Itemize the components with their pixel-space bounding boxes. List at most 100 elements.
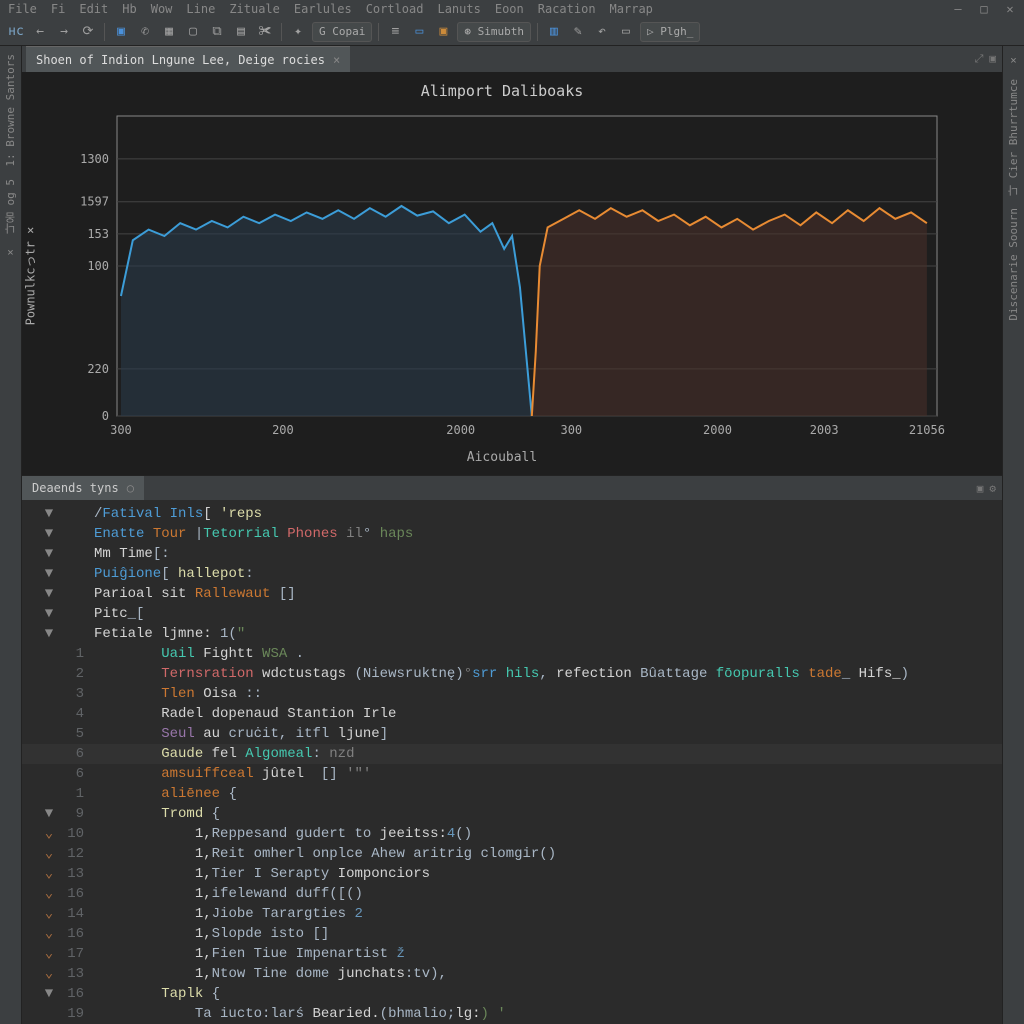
svg-text:200: 200 — [272, 423, 294, 437]
menu-item[interactable]: Zituale — [229, 2, 280, 16]
menu-item[interactable]: Edit — [79, 2, 108, 16]
gutter-tab[interactable]: × — [1007, 54, 1020, 67]
back-icon[interactable]: ← — [30, 22, 50, 42]
code-line: ▼16 Taplk { — [22, 984, 1002, 1004]
tab-tool-icon[interactable]: ▣ — [977, 482, 984, 495]
menu-item[interactable]: Fi — [51, 2, 65, 16]
window-button[interactable]: ✕ — [1004, 2, 1016, 16]
grid-icon[interactable]: ▦ — [159, 22, 179, 42]
code-line: ⌄16 1,ifelewand duff([() — [22, 884, 1002, 904]
svg-text:21056: 21056 — [909, 423, 945, 437]
code-line: 1 Uail Fightt WSA . — [22, 644, 1002, 664]
code-line: ▼Pitc_[ — [22, 604, 1002, 624]
code-line: ▼9 Tromd { — [22, 804, 1002, 824]
menu-item[interactable]: Eoon — [495, 2, 524, 16]
menu-item[interactable]: Cortload — [366, 2, 424, 16]
menu-item[interactable]: Line — [186, 2, 215, 16]
tab-label: Shoen of Indion Lngune Lee, Deige rocies — [36, 53, 325, 67]
editor-tab[interactable]: Shoen of Indion Lngune Lee, Deige rocies… — [26, 46, 350, 72]
close-icon[interactable]: × — [333, 53, 340, 67]
menu-item[interactable]: Lanuts — [437, 2, 480, 16]
box-icon[interactable]: ▣ — [433, 22, 453, 42]
window-button[interactable]: – — [952, 2, 964, 16]
svg-text:0: 0 — [102, 409, 109, 423]
svg-text:2000: 2000 — [703, 423, 732, 437]
code-line: ▼Mm Time[: — [22, 544, 1002, 564]
code-line: 6 amsuiffceal jûtel [] '"' — [22, 764, 1002, 784]
chart-title: Alimport Daliboaks — [32, 82, 972, 100]
forward-icon[interactable]: → — [54, 22, 74, 42]
cut-icon[interactable]: ✀ — [255, 22, 275, 42]
copy-icon[interactable]: ⧉ — [207, 22, 227, 42]
list-icon[interactable]: ≡ — [385, 22, 405, 42]
x-axis-label: Aicouball — [32, 450, 972, 465]
toolbar-field[interactable]: G Copai — [312, 22, 372, 42]
toolbar: нc←→⟳▣✆▦▢⧉▤✀✦G Copai≡▭▣⊛ Simubth▥✎↶▭▷ Pl… — [0, 18, 1024, 46]
code-line: ⌄16 1,Slopde isto [] — [22, 924, 1002, 944]
left-gutter: 1: Browne Santors 나옴 og 5 × — [0, 46, 22, 1024]
gutter-tab[interactable]: Discenarie Soourn — [1007, 208, 1020, 321]
code-line: 6 Gaude fel Algomeal: nzd — [22, 744, 1002, 764]
gutter-tab[interactable]: 나옴 og 5 — [3, 179, 19, 234]
menu-item[interactable]: Racation — [538, 2, 596, 16]
gutter-tab[interactable]: 1: Browne Santors — [4, 54, 17, 167]
gutter-tab[interactable]: 나 Cier Bhurrtumce — [1006, 79, 1022, 196]
tab-tool-icon[interactable]: ⚙ — [989, 482, 996, 495]
code-line: ▼Enatte Tour |Tetorrial Phones il° haps — [22, 524, 1002, 544]
doc-icon[interactable]: ▤ — [231, 22, 251, 42]
menu-item[interactable]: File — [8, 2, 37, 16]
code-line: ⌄10 1,Reppesand gudert to jeeitss:4() — [22, 824, 1002, 844]
editor-tabbar: Shoen of Indion Lngune Lee, Deige rocies… — [22, 46, 1002, 72]
code-line: ▼Parioal sit Rallewaut [] — [22, 584, 1002, 604]
code-line: ⌄14 1,Jiobe Tarargties 2 — [22, 904, 1002, 924]
chart-panel: Alimport Daliboaks Pownulkcっtr × 0 220 100… — [22, 72, 1002, 475]
menu-item[interactable]: Earlules — [294, 2, 352, 16]
right-gutter: × 나 Cier Bhurrtumce Discenarie Soourn — [1002, 46, 1024, 1024]
refresh-icon[interactable]: ⟳ — [78, 22, 98, 42]
code-line: ⌄13 1,Tier I Serapty Iomponciors — [22, 864, 1002, 884]
gutter-tab[interactable]: × — [4, 246, 17, 259]
phone-icon[interactable]: ✆ — [135, 22, 155, 42]
svg-text:1300: 1300 — [80, 152, 109, 166]
svg-text:2000: 2000 — [446, 423, 475, 437]
tab-tool-icon[interactable]: ⤢ — [975, 52, 984, 66]
window-button[interactable]: □ — [978, 2, 990, 16]
y-axis-label: Pownulkcっtr × — [22, 227, 39, 326]
tab-label: Deaends tyns — [32, 481, 119, 495]
code-line: ▼/Fatival Inls[ 'reps — [22, 504, 1002, 524]
page-icon[interactable]: ▢ — [183, 22, 203, 42]
code-line: ⌄12 1,Reit omherl onplce Ahew aritrig cl… — [22, 844, 1002, 864]
menu-item[interactable]: Wow — [151, 2, 173, 16]
code-line: 4 Radel dopenaud Stantion Irle — [22, 704, 1002, 724]
code-area[interactable]: ▼/Fatival Inls[ 'reps▼Enatte Tour |Tetor… — [22, 500, 1002, 1024]
svg-text:220: 220 — [87, 362, 109, 376]
menubar: File Fi Edit Hb Wow Line Zituale Earlules Cortlo… — [0, 0, 1024, 18]
wand-icon[interactable]: ✦ — [288, 22, 308, 42]
code-line: 5 Seul au cruċit, itfl ljune] — [22, 724, 1002, 744]
menu-item[interactable]: Marrap — [610, 2, 653, 16]
toolbar-field[interactable]: ▷ Plgh_ — [640, 22, 700, 42]
tool-icon[interactable]: ▭ — [616, 22, 636, 42]
brush-icon[interactable]: ✎ — [568, 22, 588, 42]
bottom-tab[interactable]: Deaends tyns ○ — [22, 476, 144, 500]
close-icon[interactable]: ○ — [127, 481, 134, 495]
panel-icon[interactable]: ▥ — [544, 22, 564, 42]
folder-icon[interactable]: ▭ — [409, 22, 429, 42]
undo2-icon[interactable]: ↶ — [592, 22, 612, 42]
code-line: ▼Fetiale ljmne: 1(" — [22, 624, 1002, 644]
svg-text:100: 100 — [87, 259, 109, 273]
save-icon[interactable]: ▣ — [111, 22, 131, 42]
code-line: ⌄17 1,Fien Tiue Impenartist ž — [22, 944, 1002, 964]
svg-text:300: 300 — [560, 423, 582, 437]
menu-item[interactable]: Hb — [122, 2, 136, 16]
bottom-tabbar: Deaends tyns ○ ▣ ⚙ — [22, 476, 1002, 500]
toolbar-field[interactable]: ⊛ Simubth — [457, 22, 531, 42]
svg-text:2003: 2003 — [810, 423, 839, 437]
tab-tool-icon[interactable]: ▣ — [989, 52, 996, 66]
code-line: ▼Puiĝione[ hallepot: — [22, 564, 1002, 584]
app-icon[interactable]: нc — [6, 22, 26, 42]
code-line: ⌄13 1,Ntow Tine dome junchats:tv), — [22, 964, 1002, 984]
svg-text:1597: 1597 — [80, 195, 109, 209]
svg-text:153: 153 — [87, 227, 109, 241]
svg-text:300: 300 — [110, 423, 132, 437]
